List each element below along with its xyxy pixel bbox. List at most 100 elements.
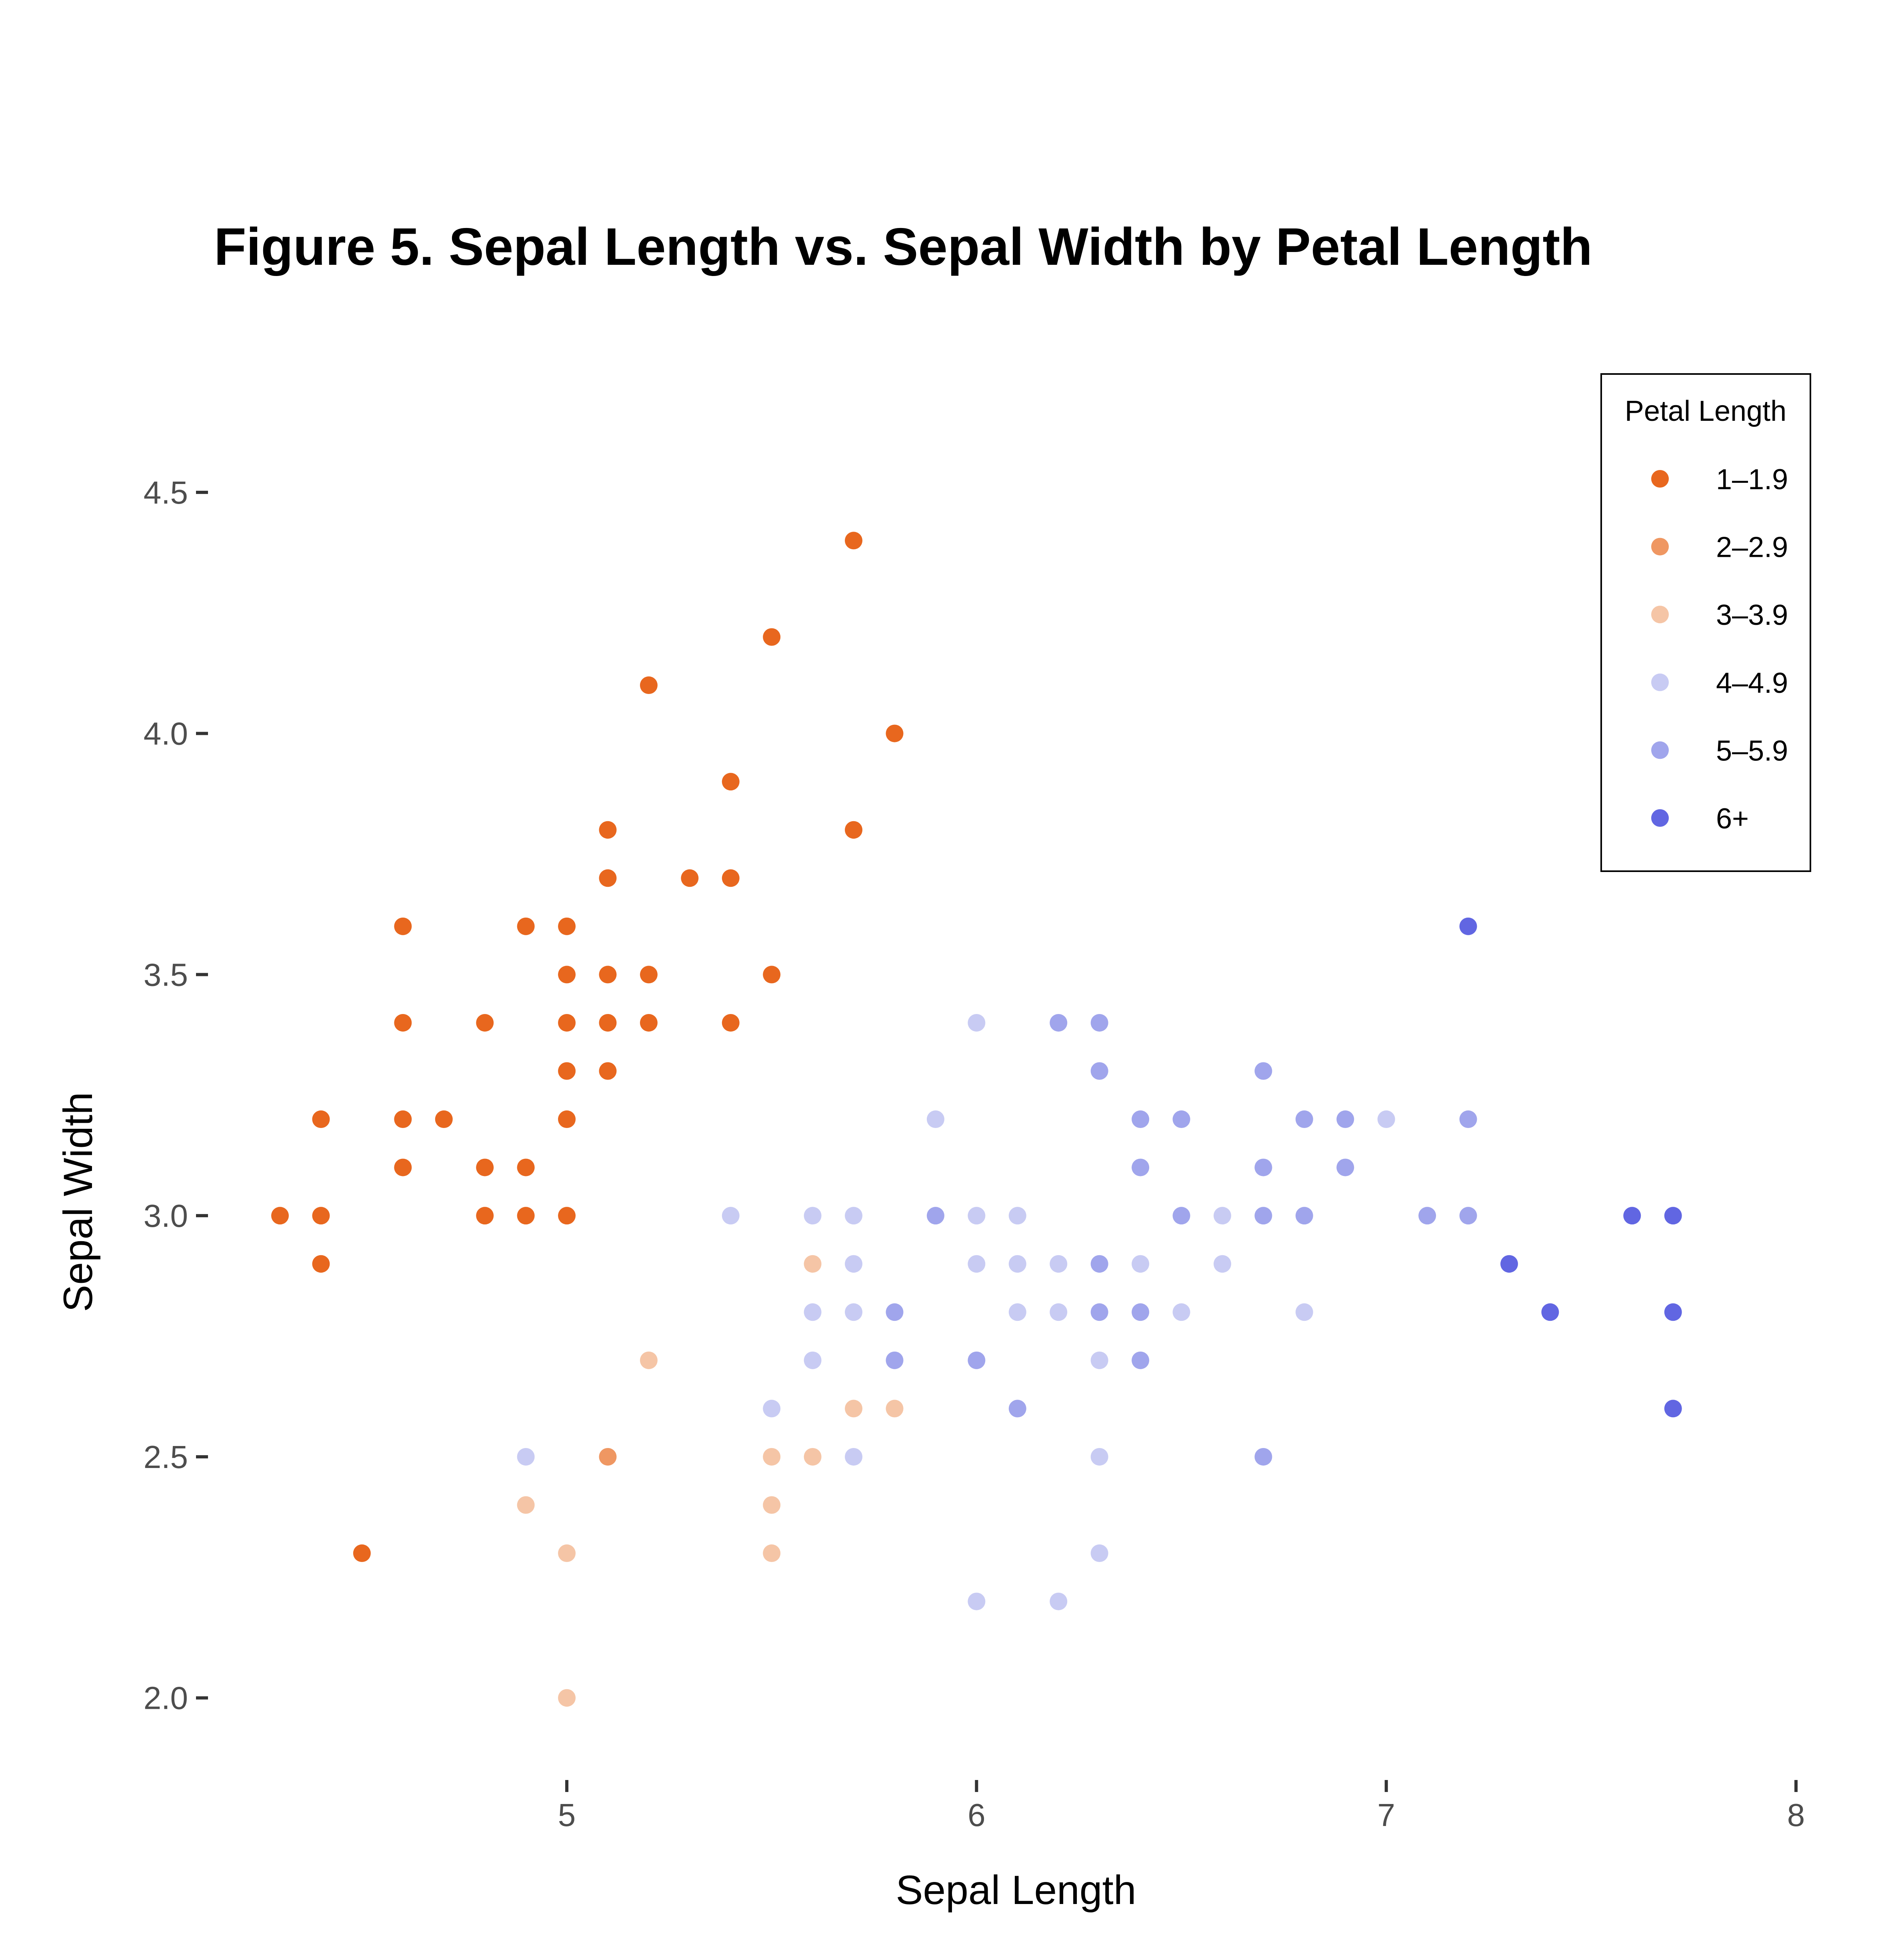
data-point bbox=[599, 1014, 617, 1032]
data-point bbox=[722, 773, 740, 791]
data-point bbox=[1254, 1158, 1272, 1176]
data-point bbox=[1090, 1448, 1108, 1466]
data-point bbox=[1090, 1014, 1108, 1032]
data-point bbox=[1213, 1255, 1231, 1273]
data-point bbox=[1008, 1255, 1026, 1273]
data-point bbox=[804, 1351, 822, 1369]
data-point bbox=[599, 869, 617, 887]
data-point bbox=[722, 1207, 740, 1225]
data-point bbox=[1295, 1207, 1313, 1225]
data-point bbox=[476, 1158, 494, 1176]
data-point bbox=[1336, 1158, 1354, 1176]
data-point bbox=[1254, 1062, 1272, 1080]
legend-key bbox=[1651, 538, 1669, 556]
legend-key bbox=[1651, 741, 1669, 759]
data-point bbox=[558, 1014, 576, 1032]
data-point bbox=[845, 1207, 863, 1225]
data-point bbox=[394, 1014, 412, 1032]
data-point bbox=[845, 532, 863, 550]
data-point bbox=[599, 1448, 617, 1466]
data-point bbox=[845, 1303, 863, 1321]
data-point bbox=[1664, 1400, 1682, 1418]
data-point bbox=[476, 1207, 494, 1225]
data-point bbox=[804, 1255, 822, 1273]
data-point bbox=[763, 1400, 781, 1418]
data-point bbox=[968, 1592, 986, 1610]
data-point bbox=[763, 1496, 781, 1514]
data-point bbox=[599, 821, 617, 839]
x-tick-label: 7 bbox=[1377, 1797, 1395, 1833]
data-point bbox=[312, 1255, 330, 1273]
data-point bbox=[1172, 1207, 1190, 1225]
data-point bbox=[558, 966, 576, 984]
data-point bbox=[558, 1689, 576, 1707]
data-point bbox=[1050, 1592, 1068, 1610]
data-point bbox=[640, 1351, 658, 1369]
data-point bbox=[1132, 1255, 1150, 1273]
legend-box bbox=[1600, 373, 1811, 872]
legend-label: 1–1.9 bbox=[1716, 464, 1788, 496]
legend-label: 5–5.9 bbox=[1716, 735, 1788, 767]
data-point bbox=[886, 1400, 904, 1418]
data-point bbox=[599, 1062, 617, 1080]
data-point bbox=[886, 1351, 904, 1369]
data-point bbox=[1172, 1303, 1190, 1321]
data-point bbox=[394, 1110, 412, 1128]
data-point bbox=[1132, 1303, 1150, 1321]
data-point bbox=[1050, 1255, 1068, 1273]
data-point bbox=[1090, 1544, 1108, 1562]
data-point bbox=[845, 1448, 863, 1466]
data-point bbox=[312, 1110, 330, 1128]
data-point bbox=[763, 966, 781, 984]
data-point bbox=[804, 1448, 822, 1466]
data-point bbox=[1459, 917, 1477, 935]
data-point bbox=[968, 1207, 986, 1225]
data-point bbox=[681, 869, 699, 887]
x-tick-label: 6 bbox=[968, 1797, 986, 1833]
data-point bbox=[1418, 1207, 1436, 1225]
data-point bbox=[1541, 1303, 1559, 1321]
data-point bbox=[394, 1158, 412, 1176]
data-point bbox=[1664, 1207, 1682, 1225]
x-axis-title: Sepal Length bbox=[896, 1867, 1136, 1913]
data-point bbox=[763, 1544, 781, 1562]
data-point bbox=[271, 1207, 289, 1225]
data-point bbox=[845, 821, 863, 839]
data-points bbox=[271, 532, 1682, 1707]
data-point bbox=[435, 1110, 453, 1128]
data-point bbox=[1336, 1110, 1354, 1128]
data-point bbox=[926, 1207, 944, 1225]
x-axis: 5 6 7 8 bbox=[558, 1780, 1805, 1833]
data-point bbox=[599, 966, 617, 984]
data-point bbox=[722, 869, 740, 887]
data-point bbox=[1132, 1351, 1150, 1369]
data-point bbox=[558, 1110, 576, 1128]
data-point bbox=[640, 966, 658, 984]
data-point bbox=[558, 1207, 576, 1225]
legend-key bbox=[1651, 809, 1669, 827]
data-point bbox=[1254, 1207, 1272, 1225]
y-axis: 2.0 2.5 3.0 3.5 4.0 4.5 bbox=[144, 475, 208, 1716]
data-point bbox=[1664, 1303, 1682, 1321]
data-point bbox=[640, 676, 658, 694]
data-point bbox=[1295, 1110, 1313, 1128]
x-tick-label: 5 bbox=[558, 1797, 576, 1833]
legend-label: 6+ bbox=[1716, 803, 1749, 835]
data-point bbox=[558, 1062, 576, 1080]
y-tick-label: 2.0 bbox=[144, 1680, 188, 1716]
data-point bbox=[886, 724, 904, 742]
y-axis-title: Sepal Width bbox=[55, 1092, 101, 1312]
data-point bbox=[845, 1255, 863, 1273]
data-point bbox=[1090, 1255, 1108, 1273]
legend: Petal Length 1–1.9 2–2.9 3–3.9 4–4.9 5–5.9 6+ bbox=[1600, 373, 1811, 872]
data-point bbox=[1459, 1207, 1477, 1225]
data-point bbox=[763, 628, 781, 646]
legend-label: 3–3.9 bbox=[1716, 599, 1788, 631]
y-tick-label: 2.5 bbox=[144, 1439, 188, 1475]
data-point bbox=[926, 1110, 944, 1128]
data-point bbox=[312, 1207, 330, 1225]
data-point bbox=[968, 1255, 986, 1273]
y-tick-label: 4.0 bbox=[144, 716, 188, 752]
data-point bbox=[1090, 1303, 1108, 1321]
